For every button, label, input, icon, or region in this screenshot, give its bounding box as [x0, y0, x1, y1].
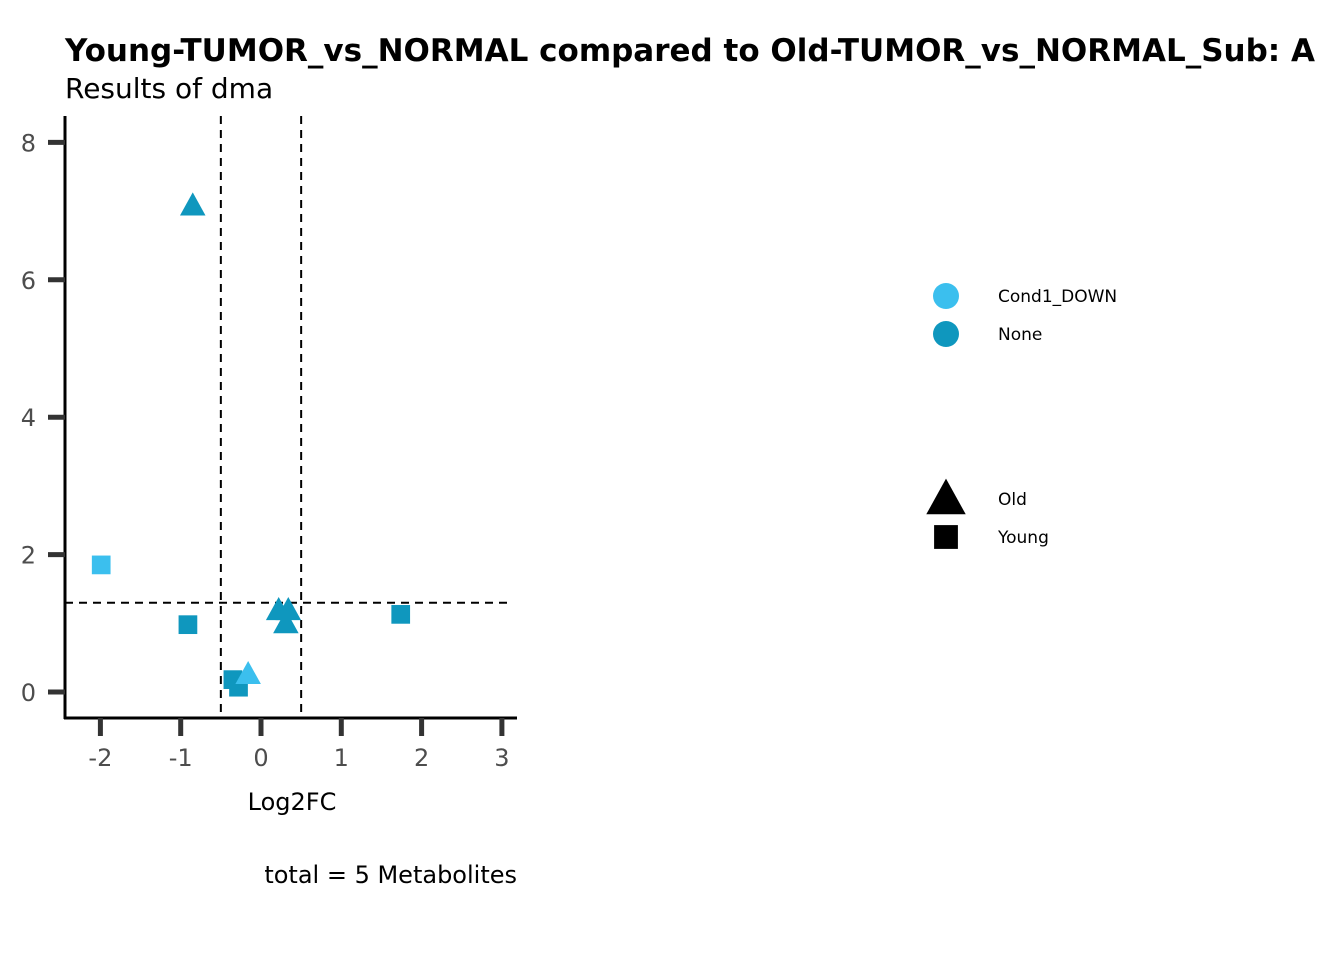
- reference-lines: [65, 116, 511, 718]
- data-points: [91, 192, 411, 697]
- data-point: [179, 192, 206, 216]
- data-point: [273, 610, 299, 634]
- shape-legend-label: Old: [998, 490, 1027, 510]
- x-tick-label: -1: [169, 744, 193, 772]
- color-legend-label: Cond1_DOWN: [998, 287, 1117, 307]
- data-point: [235, 660, 261, 685]
- x-tick-label: 0: [253, 744, 268, 772]
- y-tick-label: 8: [21, 129, 36, 157]
- x-tick-label: -2: [88, 744, 112, 772]
- data-point: [391, 605, 411, 624]
- shape-legend-label: Young: [997, 528, 1049, 548]
- y-tick-label: 4: [21, 404, 36, 432]
- x-tick-label: 1: [334, 744, 349, 772]
- chart-subtitle: Results of dma: [65, 72, 273, 105]
- color-legend-key: [933, 321, 959, 347]
- shape-legend-key: [934, 525, 958, 549]
- data-point: [275, 597, 302, 621]
- shape-legend-key: [926, 478, 966, 515]
- y-tick-label: 2: [21, 542, 36, 570]
- x-axis-ticks: -2 -1 0 1 2 3: [88, 718, 510, 772]
- x-axis-title: Log2FC: [248, 788, 337, 816]
- x-tick-label: 2: [414, 744, 429, 772]
- color-legend: Cond1_DOWN None: [933, 283, 1117, 347]
- y-axis-ticks: 0 2 4 6 8: [21, 129, 65, 707]
- shape-legend: Old Young: [926, 478, 1049, 549]
- chart-caption: total = 5 Metabolites: [264, 861, 517, 889]
- y-tick-label: 0: [21, 679, 36, 707]
- data-point: [178, 615, 198, 635]
- color-legend-label: None: [998, 325, 1042, 345]
- data-point: [91, 555, 111, 575]
- chart-title: Young-TUMOR_vs_NORMAL compared to Old-TU…: [64, 33, 1315, 69]
- y-tick-label: 6: [21, 267, 36, 295]
- x-tick-label: 3: [494, 744, 509, 772]
- color-legend-key: [933, 283, 959, 309]
